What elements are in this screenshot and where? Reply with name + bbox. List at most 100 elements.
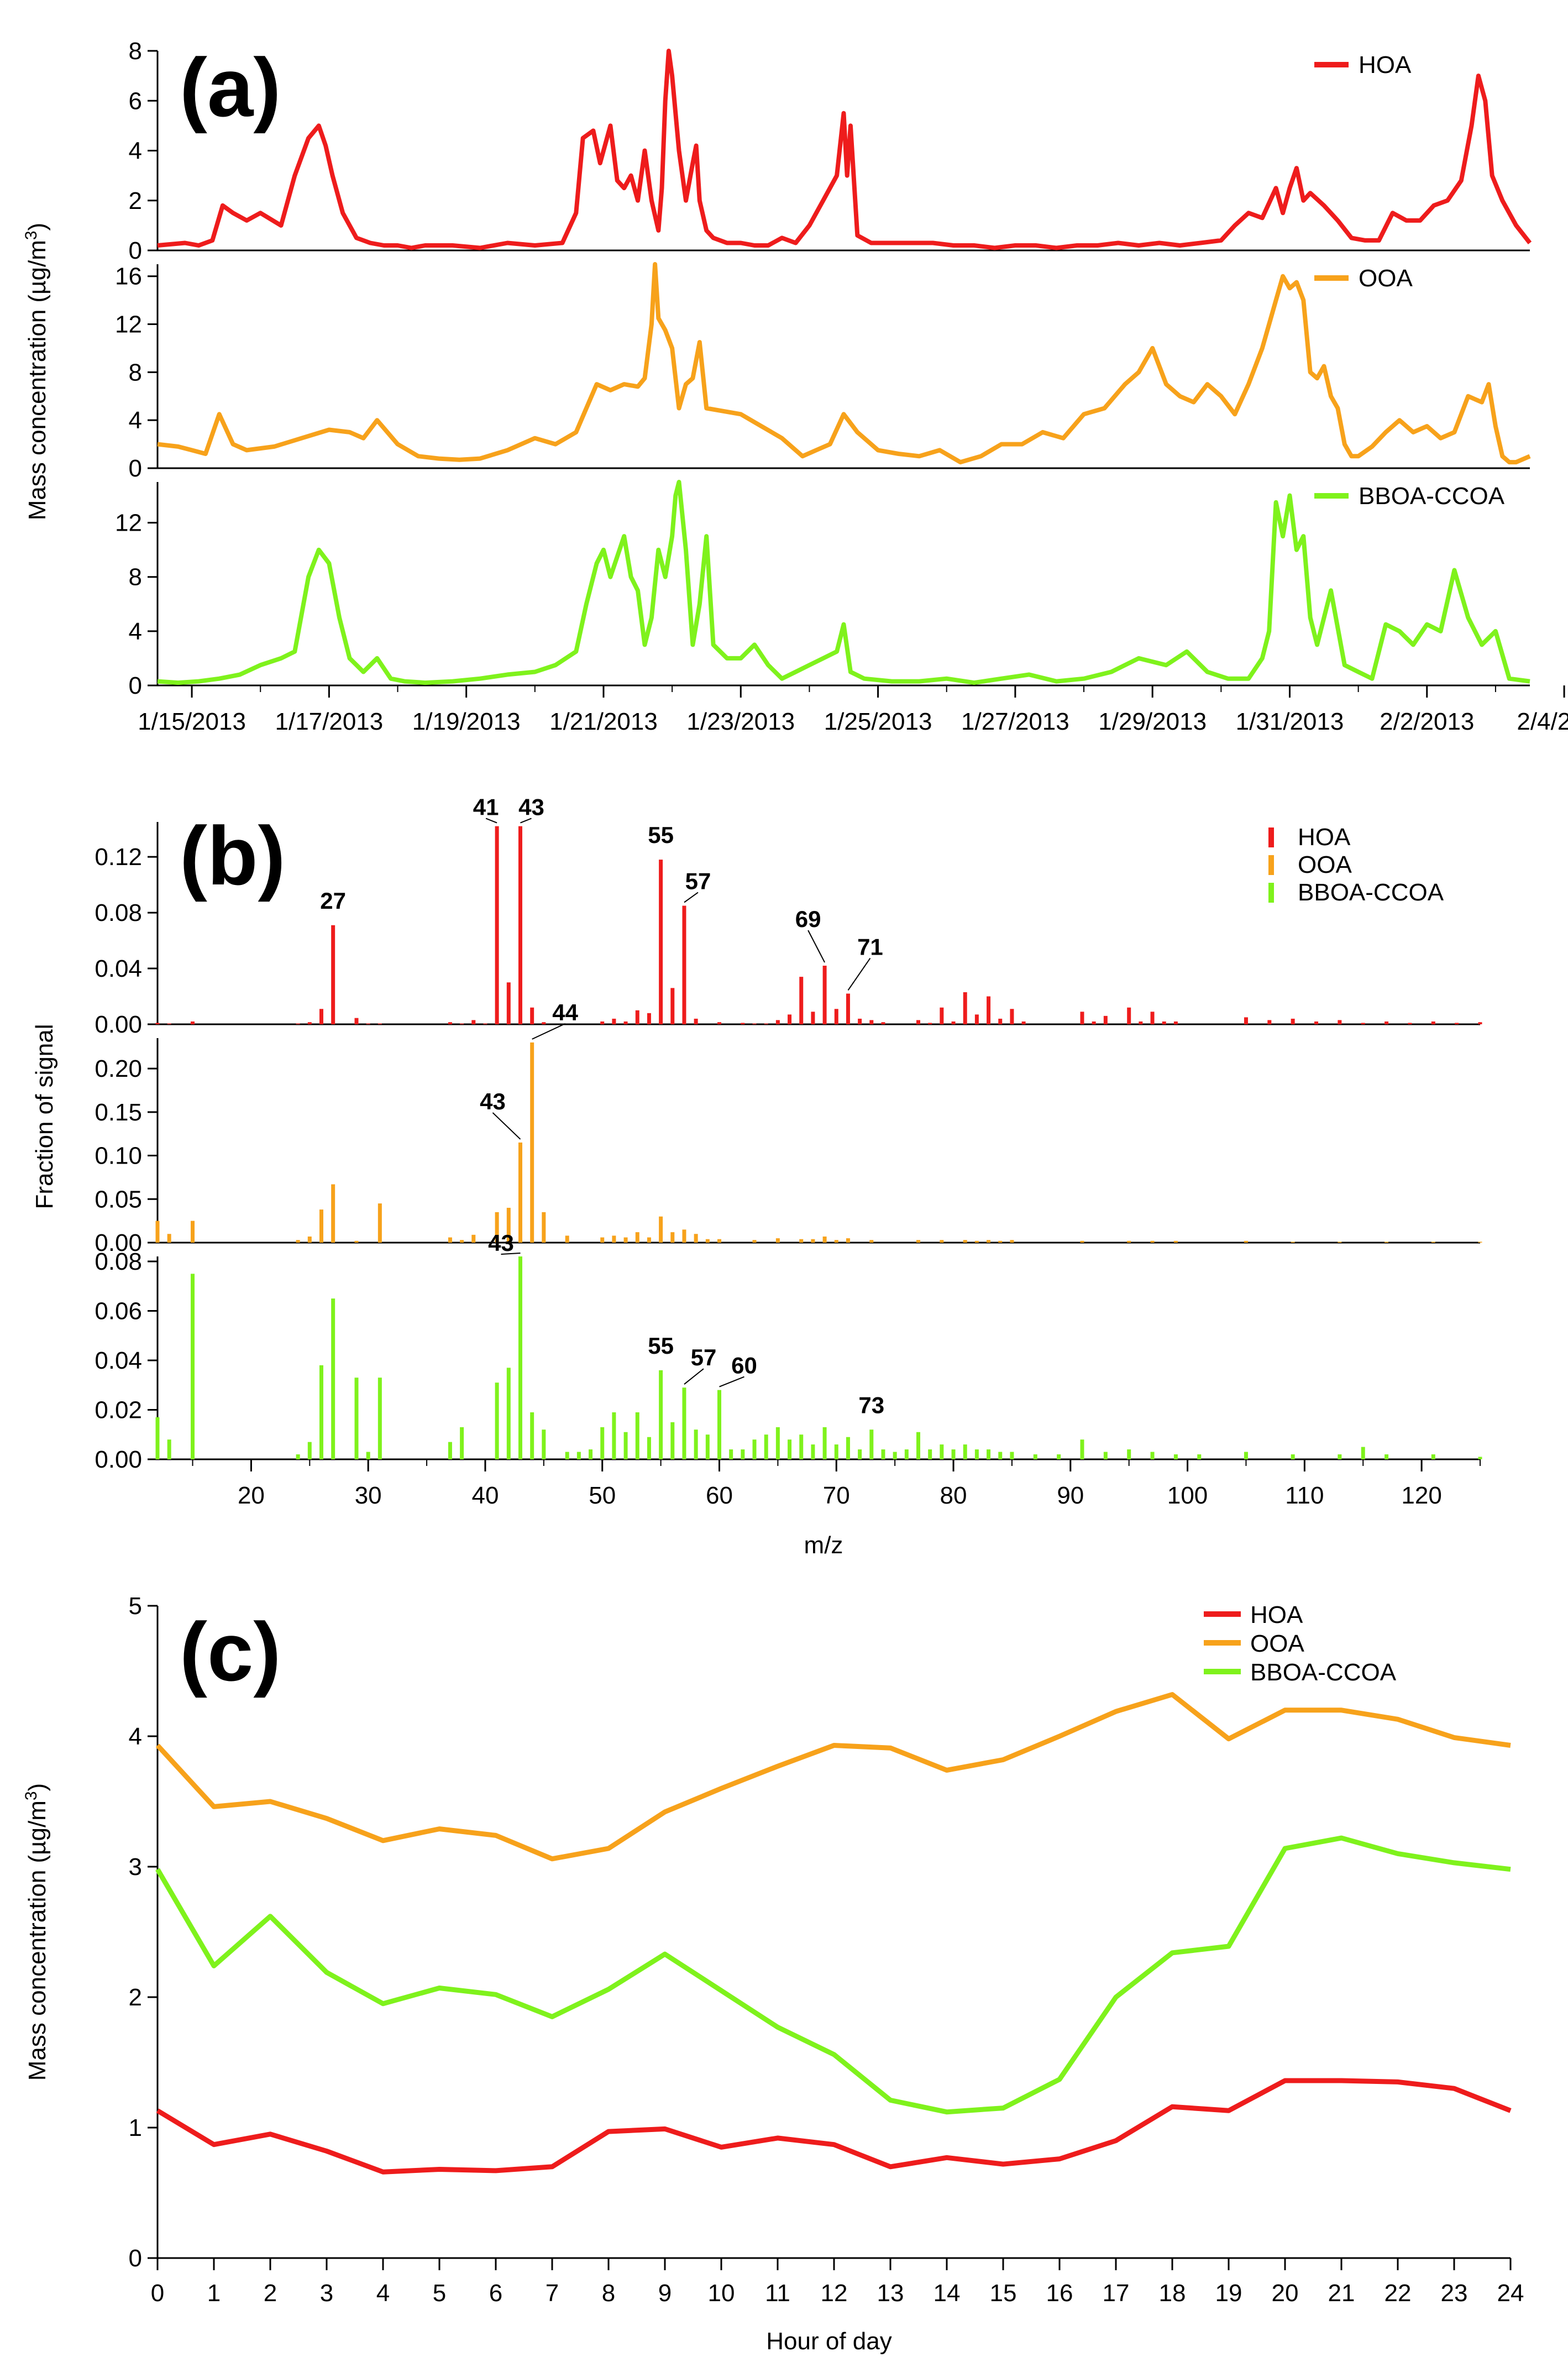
b-peak-leader bbox=[719, 1376, 744, 1387]
b-peak-label-ooa: 44 bbox=[552, 999, 578, 1025]
b-legend-swatch-hoa bbox=[1268, 827, 1274, 847]
c-xtick-label: 23 bbox=[1441, 2280, 1468, 2307]
panel-label-c: (c) bbox=[180, 1605, 281, 1698]
b-peak-label-hoa: 57 bbox=[685, 868, 711, 894]
c-ytick-label: 1 bbox=[129, 2114, 142, 2141]
a-xtick-label: 1/29/2013 bbox=[1098, 708, 1207, 735]
b-peak-leader bbox=[684, 1368, 704, 1385]
b-xtick-label: 110 bbox=[1285, 1482, 1324, 1509]
c-xtick-label: 6 bbox=[489, 2280, 502, 2307]
b-peak-label-hoa: 69 bbox=[795, 906, 821, 932]
panel-a-ooa-subplot: 0 4 8 12 16 OOA bbox=[115, 262, 1531, 482]
b-legend-label-bboa-ccoa: BBOA-CCOA bbox=[1298, 879, 1444, 906]
a-legend-label-bboa-ccoa: BBOA-CCOA bbox=[1359, 483, 1505, 510]
a-ytick-label-ooa: 16 bbox=[115, 263, 142, 290]
b-ytick-label-hoa: 0.04 bbox=[95, 955, 142, 982]
b-ytick-label-bboa-ccoa: 0.06 bbox=[95, 1297, 142, 1324]
b-ytick-label-ooa: 0.05 bbox=[95, 1186, 142, 1213]
a-xtick-label: 1/31/2013 bbox=[1236, 708, 1344, 735]
c-xtick-label: 10 bbox=[708, 2280, 735, 2307]
b-xtick-label: 60 bbox=[706, 1482, 733, 1509]
c-ytick-label: 3 bbox=[129, 1853, 142, 1881]
b-peak-label-hoa: 27 bbox=[320, 888, 346, 914]
a-xtick-label: 1/19/2013 bbox=[412, 708, 521, 735]
a-ytick-label-bboa-ccoa: 4 bbox=[129, 618, 142, 645]
c-ytick-label: 0 bbox=[129, 2245, 142, 2272]
c-xtick-label: 3 bbox=[320, 2280, 333, 2307]
c-xtick-label: 11 bbox=[765, 2280, 790, 2307]
panel-b-ooa-spectrum: 0.00 0.05 0.10 0.15 0.20 43 44 bbox=[95, 999, 1482, 1256]
b-peak-leader bbox=[485, 818, 497, 824]
b-ytick-label-bboa-ccoa: 0.08 bbox=[95, 1248, 142, 1275]
y-axis-title-text: Mass concentration (µg/m3) bbox=[22, 223, 51, 520]
b-xtick-label: 80 bbox=[940, 1482, 967, 1509]
b-xtick-label: 120 bbox=[1401, 1482, 1441, 1509]
c-xtick-label: 17 bbox=[1103, 2280, 1130, 2307]
y-axis-title-sup: 3 bbox=[22, 1791, 40, 1800]
y-axis-title-text: Mass concentration (µg/m3) bbox=[22, 1783, 51, 2081]
b-peak-label-hoa: 41 bbox=[473, 794, 499, 820]
y-axis-title-main: Mass concentration (µg/m bbox=[24, 240, 51, 520]
c-legend-label-ooa: OOA bbox=[1250, 1630, 1304, 1657]
c-series-line-ooa bbox=[155, 1692, 1511, 1862]
a-xtick-label: 2/2/2013 bbox=[1380, 708, 1474, 735]
c-xtick-label: 9 bbox=[658, 2280, 672, 2307]
panel-a-x-axis: 1/15/2013 1/17/2013 1/19/2013 1/21/2013 1/23… bbox=[138, 685, 1568, 735]
c-xtick-label: 4 bbox=[376, 2280, 390, 2307]
a-legend-label-hoa: HOA bbox=[1359, 51, 1412, 78]
b-peak-label-hoa: 55 bbox=[648, 822, 674, 848]
c-series-line-bboa-ccoa bbox=[155, 1835, 1511, 2115]
a-ytick-label-hoa: 8 bbox=[129, 38, 142, 65]
b-ytick-label-bboa-ccoa: 0.02 bbox=[95, 1396, 142, 1423]
y-axis-title-sup: 3 bbox=[22, 231, 40, 240]
b-ytick-label-hoa: 0.08 bbox=[95, 899, 142, 926]
c-ytick-label: 4 bbox=[129, 1723, 142, 1750]
a-series-line-ooa bbox=[157, 262, 1531, 465]
c-xtick-label: 24 bbox=[1497, 2280, 1524, 2307]
panel-b-hoa-spectrum: 0.00 0.04 0.08 0.12 27 41 43 55 57 69 71 bbox=[95, 794, 1482, 1038]
b-ytick-label-ooa: 0.10 bbox=[95, 1143, 142, 1170]
a-xtick-label: 1/23/2013 bbox=[686, 708, 795, 735]
y-axis-title-close: ) bbox=[24, 223, 51, 231]
y-axis-title-main: Mass concentration (µg/m bbox=[24, 1800, 51, 2081]
c-xtick-label: 2 bbox=[264, 2280, 277, 2307]
b-peak-label-bboa-ccoa: 57 bbox=[691, 1344, 717, 1370]
a-ytick-label-ooa: 4 bbox=[129, 407, 142, 434]
b-peak-leader bbox=[807, 930, 825, 963]
a-xtick-label: 1/17/2013 bbox=[275, 708, 384, 735]
b-peak-leader bbox=[532, 1023, 566, 1040]
b-legend-swatch-ooa bbox=[1268, 855, 1274, 875]
a-series-line-bboa-ccoa bbox=[157, 480, 1530, 685]
a-xtick-label: 1/21/2013 bbox=[549, 708, 658, 735]
b-xtick-label: 90 bbox=[1057, 1482, 1084, 1509]
a-ytick-label-hoa: 2 bbox=[129, 187, 142, 214]
c-legend-label-hoa: HOA bbox=[1250, 1601, 1303, 1628]
c-xtick-label: 1 bbox=[207, 2280, 221, 2307]
b-xtick-label: 40 bbox=[471, 1482, 499, 1509]
a-series-line-hoa bbox=[157, 49, 1532, 250]
panel-b-bboa-spectrum: 0.00 0.02 0.04 0.06 0.08 43 55 57 60 73 bbox=[95, 1230, 1482, 1473]
b-ytick-label-bboa-ccoa: 0.00 bbox=[95, 1446, 142, 1473]
c-xtick-label: 15 bbox=[990, 2280, 1017, 2307]
y-axis-title-close: ) bbox=[24, 1783, 51, 1792]
c-xtick-label: 14 bbox=[934, 2280, 961, 2307]
a-ytick-label-hoa: 0 bbox=[129, 237, 142, 264]
b-ytick-label-ooa: 0.00 bbox=[95, 1229, 142, 1256]
a-ytick-label-ooa: 8 bbox=[129, 359, 142, 386]
b-xtick-label: 100 bbox=[1167, 1482, 1208, 1509]
b-peak-leader bbox=[492, 1112, 521, 1140]
c-xtick-label: 20 bbox=[1272, 2280, 1299, 2307]
c-xtick-label: 19 bbox=[1215, 2280, 1242, 2307]
panel-b-y-axis-label: Fraction of signal bbox=[31, 1024, 58, 1209]
c-xtick-label: 16 bbox=[1046, 2280, 1073, 2307]
a-ytick-label-hoa: 6 bbox=[129, 87, 142, 114]
c-xtick-label: 13 bbox=[877, 2280, 904, 2307]
a-ytick-label-ooa: 12 bbox=[115, 311, 142, 338]
c-ytick-label: 5 bbox=[129, 1593, 142, 1620]
b-xtick-label: 50 bbox=[589, 1482, 616, 1509]
b-peak-label-bboa-ccoa: 43 bbox=[488, 1230, 514, 1256]
